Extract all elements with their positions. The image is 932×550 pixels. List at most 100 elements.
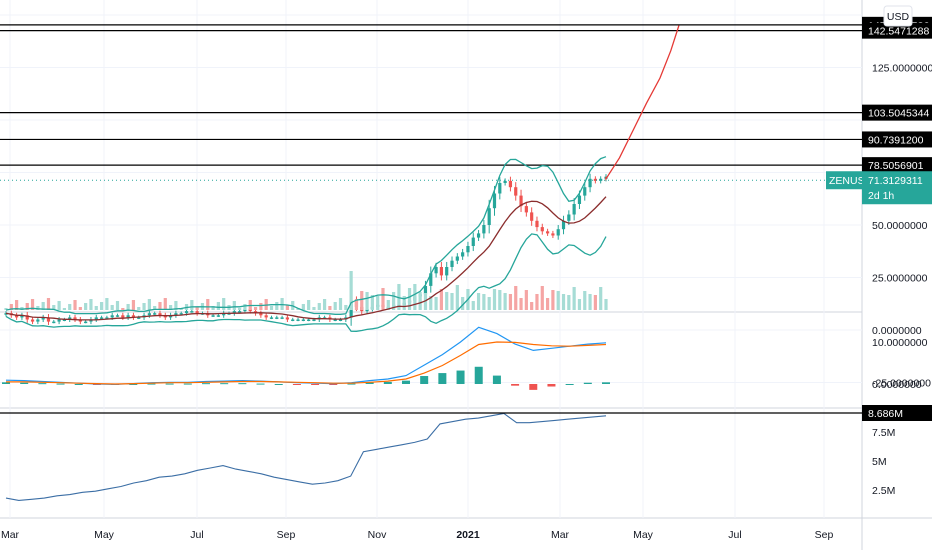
candle-body xyxy=(20,315,24,318)
volume-bar xyxy=(68,304,72,310)
volume-bar xyxy=(397,284,401,310)
macd-histogram-bar xyxy=(38,383,47,385)
volume-bar xyxy=(36,306,40,310)
macd-pane[interactable] xyxy=(2,326,610,390)
macd-histogram-bar xyxy=(74,384,83,385)
candle-body xyxy=(492,193,497,209)
symbol-label: ZENUSD xyxy=(829,175,873,187)
volume-bar xyxy=(365,292,369,310)
level-price-tag xyxy=(862,131,932,148)
volume-bar xyxy=(142,303,146,310)
macd-histogram-bar xyxy=(256,383,265,385)
volume-bar xyxy=(195,307,199,310)
volume-bar xyxy=(232,301,236,310)
candle-body xyxy=(593,178,597,181)
candle-body xyxy=(545,231,550,234)
volume-bar xyxy=(73,300,77,310)
volume-bar xyxy=(381,288,385,310)
bar-countdown-label: 2d 1h xyxy=(868,190,894,202)
macd-histogram-bar xyxy=(565,384,574,385)
macd-histogram-bar xyxy=(165,383,174,385)
macd-histogram-bar xyxy=(438,373,447,384)
candle-body xyxy=(216,315,220,317)
volume-bar xyxy=(84,303,88,310)
volume-bar xyxy=(461,297,465,310)
volume-bar xyxy=(556,291,560,310)
volume-bar xyxy=(530,302,534,310)
price-pane[interactable] xyxy=(0,24,862,332)
candle-body xyxy=(487,208,491,225)
volume-bar xyxy=(519,298,523,310)
volume-bar xyxy=(163,298,167,310)
macd-histogram-bar xyxy=(274,384,283,385)
volume-bar xyxy=(418,292,422,310)
bollinger-basis xyxy=(5,196,607,321)
time-tick-label: May xyxy=(633,529,654,541)
volume-bar xyxy=(174,301,178,310)
volume-bar xyxy=(169,305,173,310)
currency-badge[interactable] xyxy=(883,5,913,27)
candle-body xyxy=(280,317,284,319)
candle-body xyxy=(450,260,454,267)
candle-body xyxy=(121,315,125,318)
price-axis[interactable]: 200.0000000175.0000000125.000000050.0000… xyxy=(826,0,932,497)
candle-body xyxy=(211,315,215,317)
candle-body xyxy=(62,319,67,321)
volume-bar xyxy=(153,306,157,310)
candle-body xyxy=(110,315,114,318)
volume-bar xyxy=(137,307,141,310)
candle-body xyxy=(551,233,555,236)
volume-bar xyxy=(386,300,390,310)
volume-bar xyxy=(131,300,136,310)
candle-body xyxy=(556,229,560,236)
level-price-label: 103.5045344 xyxy=(868,108,929,120)
candle-body xyxy=(25,315,29,320)
candle-body xyxy=(94,317,98,320)
candle-body xyxy=(147,313,151,316)
candle-body xyxy=(445,267,449,276)
volume-bar xyxy=(115,301,120,310)
volume-bar xyxy=(110,305,114,310)
candle-body xyxy=(105,317,109,319)
volume-tick-label: 2.5M xyxy=(872,485,895,497)
time-tick-label: Jul xyxy=(190,529,203,541)
candle-body xyxy=(577,195,582,204)
candle-body xyxy=(195,311,199,314)
volume-bar xyxy=(540,286,544,310)
candle-body xyxy=(307,319,311,321)
volume-bar xyxy=(471,301,475,310)
last-price-tag xyxy=(862,171,932,205)
volume-bar xyxy=(312,307,316,310)
volume-bar xyxy=(190,300,194,310)
volume-bar xyxy=(392,292,396,310)
volume-bar xyxy=(455,285,459,310)
volume-bar xyxy=(46,298,51,310)
candle-body xyxy=(41,317,45,320)
volume-bar xyxy=(147,299,151,310)
volume-bar xyxy=(487,297,491,310)
candle-body xyxy=(535,220,539,228)
volume-bar xyxy=(413,284,417,310)
candle-body xyxy=(73,317,77,320)
bollinger-upper-band xyxy=(5,156,607,315)
time-tick-label: Sep xyxy=(277,529,296,541)
volume-bar xyxy=(57,301,61,310)
macd-histogram-bar xyxy=(129,384,138,385)
macd-histogram-bar xyxy=(529,384,538,390)
macd-histogram-bar xyxy=(511,384,520,386)
volume-bar xyxy=(94,306,98,310)
volume-bar xyxy=(545,298,550,310)
macd-histogram-bar xyxy=(602,382,610,384)
volume-bar xyxy=(328,306,332,310)
candle-body xyxy=(524,206,528,213)
volume-bar xyxy=(20,307,24,310)
candle-body xyxy=(588,178,592,188)
volume-line-pane[interactable] xyxy=(0,412,862,501)
candle-body xyxy=(4,313,8,315)
time-axis[interactable]: Mar May Jul Sep Nov 2021 Mar May Jul Sep xyxy=(1,529,834,541)
candle-body xyxy=(243,309,247,312)
macd-histogram-bar xyxy=(20,382,29,384)
level-price-tag xyxy=(862,22,932,39)
volume-bar xyxy=(62,308,67,310)
